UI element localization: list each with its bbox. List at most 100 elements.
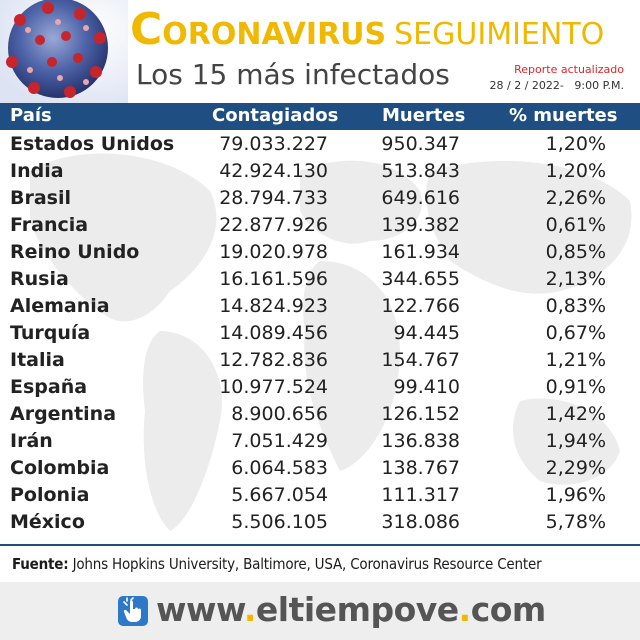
- url-dot: .: [458, 590, 472, 629]
- cell-deaths: 161.934: [381, 241, 460, 263]
- cell-cases: 6.064.583: [231, 457, 328, 479]
- source-credit: Fuente: Johns Hopkins University, Baltim…: [0, 546, 640, 580]
- world-map-background: [30, 153, 632, 531]
- cell-cases: 7.051.429: [231, 430, 328, 452]
- table-row: México 5.506.105 318.086 5,78%: [0, 510, 640, 537]
- cell-pct: 5,78%: [545, 511, 606, 533]
- cell-deaths: 111.317: [381, 484, 460, 506]
- cell-country: Turquía: [10, 322, 91, 344]
- cell-deaths: 649.616: [381, 187, 460, 209]
- cell-pct: 1,96%: [545, 484, 606, 506]
- cell-cases: 5.667.054: [231, 484, 328, 506]
- title-word: ORONAVIRUS: [162, 17, 387, 52]
- cell-country: Rusia: [10, 268, 69, 290]
- cell-cases: 22.877.926: [219, 214, 328, 236]
- source-text: Johns Hopkins University, Baltimore, USA…: [72, 555, 542, 573]
- cell-country: Colombia: [10, 457, 110, 479]
- cell-cases: 8.900.656: [231, 403, 328, 425]
- title-initial: C: [130, 4, 163, 55]
- data-table: País Contagiados Muertes % muertes Estad…: [0, 103, 640, 543]
- table-row: Reino Unido 19.020.978 161.934 0,85%: [0, 240, 640, 267]
- table-header: País Contagiados Muertes % muertes: [0, 103, 640, 130]
- cell-deaths: 138.767: [381, 457, 460, 479]
- pointer-hand-icon[interactable]: [118, 596, 148, 626]
- table-body: Estados Unidos 79.033.227 950.347 1,20% Ind…: [0, 132, 640, 537]
- footer-divider: [0, 544, 640, 546]
- column-header-deaths: Muertes: [382, 105, 466, 126]
- report-date: 28 / 2 / 2022-: [489, 79, 564, 92]
- cell-cases: 28.794.733: [219, 187, 328, 209]
- cell-cases: 42.924.130: [219, 160, 328, 182]
- url-tld: com: [470, 590, 547, 629]
- cell-cases: 79.033.227: [219, 133, 328, 155]
- cell-country: Brasil: [10, 187, 72, 209]
- report-time: 9:00 P.M.: [574, 79, 624, 92]
- table-row: Argentina 8.900.656 126.152 1,42%: [0, 402, 640, 429]
- cell-cases: 14.089.456: [219, 322, 328, 344]
- table-row: España 10.977.524 99.410 0,91%: [0, 375, 640, 402]
- table-row: Rusia 16.161.596 344.655 2,13%: [0, 267, 640, 294]
- cell-pct: 0,85%: [545, 241, 606, 263]
- cell-pct: 1,21%: [545, 349, 606, 371]
- cell-cases: 14.824.923: [219, 295, 328, 317]
- report-label: Reporte actualizado: [514, 63, 624, 76]
- url-dot: .: [243, 590, 257, 629]
- cell-pct: 0,83%: [545, 295, 606, 317]
- column-header-country: País: [10, 105, 52, 126]
- cell-deaths: 99.410: [393, 376, 460, 398]
- cell-deaths: 122.766: [381, 295, 460, 317]
- cell-deaths: 139.382: [381, 214, 460, 236]
- cell-pct: 1,94%: [545, 430, 606, 452]
- page-subtitle: Los 15 más infectados: [136, 58, 450, 91]
- website-link[interactable]: www.eltiempove.com: [156, 590, 546, 629]
- table-row: Turquía 14.089.456 94.445 0,67%: [0, 321, 640, 348]
- column-header-pct: % muertes: [509, 105, 618, 126]
- cell-pct: 2,26%: [545, 187, 606, 209]
- cell-country: Francia: [10, 214, 89, 236]
- cell-deaths: 950.347: [381, 133, 460, 155]
- table-row: Estados Unidos 79.033.227 950.347 1,20%: [0, 132, 640, 159]
- table-row: Colombia 6.064.583 138.767 2,29%: [0, 456, 640, 483]
- cell-country: Reino Unido: [10, 241, 140, 263]
- table-row: Polonia 5.667.054 111.317 1,96%: [0, 483, 640, 510]
- cell-deaths: 344.655: [381, 268, 460, 290]
- cell-country: India: [10, 160, 64, 182]
- column-header-cases: Contagiados: [212, 105, 339, 126]
- report-info: Reporte actualizado 28 / 2 / 2022- 9:00 …: [490, 62, 624, 94]
- cell-country: Alemania: [10, 295, 110, 317]
- table-row: Brasil 28.794.733 649.616 2,26%: [0, 186, 640, 213]
- cell-country: España: [10, 376, 88, 398]
- source-label: Fuente:: [12, 555, 69, 573]
- title-suffix: SEGUIMIENTO: [394, 17, 605, 52]
- cell-cases: 12.782.836: [219, 349, 328, 371]
- table-row: Italia 12.782.836 154.767 1,21%: [0, 348, 640, 375]
- cell-deaths: 136.838: [381, 430, 460, 452]
- page-title: CORONAVIRUS SEGUIMIENTO: [130, 4, 604, 55]
- cell-pct: 2,29%: [545, 457, 606, 479]
- cell-deaths: 318.086: [381, 511, 460, 533]
- cell-country: Estados Unidos: [10, 133, 175, 155]
- table-row: India 42.924.130 513.843 1,20%: [0, 159, 640, 186]
- cell-pct: 0,61%: [545, 214, 606, 236]
- header: CORONAVIRUS SEGUIMIENTO Los 15 más infect…: [0, 0, 640, 103]
- cell-deaths: 94.445: [393, 322, 460, 344]
- cell-cases: 5.506.105: [231, 511, 328, 533]
- cell-deaths: 154.767: [381, 349, 460, 371]
- website-banner: www.eltiempove.com: [0, 582, 640, 640]
- cell-country: Argentina: [10, 403, 117, 425]
- cell-pct: 1,20%: [545, 160, 606, 182]
- table-row: Irán 7.051.429 136.838 1,94%: [0, 429, 640, 456]
- report-datetime: 28 / 2 / 2022- 9:00 P.M.: [490, 78, 624, 94]
- table-row: Francia 22.877.926 139.382 0,61%: [0, 213, 640, 240]
- cell-cases: 16.161.596: [219, 268, 328, 290]
- cell-deaths: 513.843: [381, 160, 460, 182]
- cell-pct: 1,20%: [545, 133, 606, 155]
- url-www: www: [156, 590, 244, 629]
- cell-country: México: [10, 511, 85, 533]
- cell-country: Italia: [10, 349, 65, 371]
- cell-pct: 1,42%: [545, 403, 606, 425]
- url-name: eltiempove: [255, 590, 459, 629]
- cell-country: Polonia: [10, 484, 90, 506]
- coronavirus-image: [0, 0, 128, 103]
- cell-country: Irán: [10, 430, 53, 452]
